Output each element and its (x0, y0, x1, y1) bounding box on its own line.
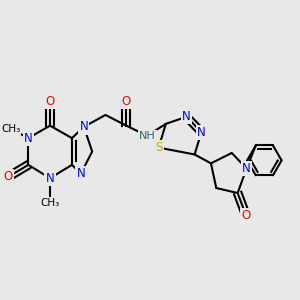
Text: CH₃: CH₃ (1, 124, 20, 134)
Text: N: N (46, 172, 54, 185)
Text: O: O (45, 94, 55, 107)
Text: N: N (242, 162, 251, 175)
Text: O: O (241, 209, 250, 222)
Text: CH₃: CH₃ (40, 198, 60, 208)
Text: N: N (197, 126, 206, 139)
Text: N: N (76, 167, 85, 180)
Text: O: O (4, 170, 13, 183)
Text: N: N (182, 110, 191, 123)
Text: S: S (155, 141, 162, 154)
Text: NH: NH (139, 131, 155, 141)
Text: N: N (80, 120, 88, 133)
Text: N: N (24, 132, 33, 145)
Text: O: O (122, 94, 131, 107)
